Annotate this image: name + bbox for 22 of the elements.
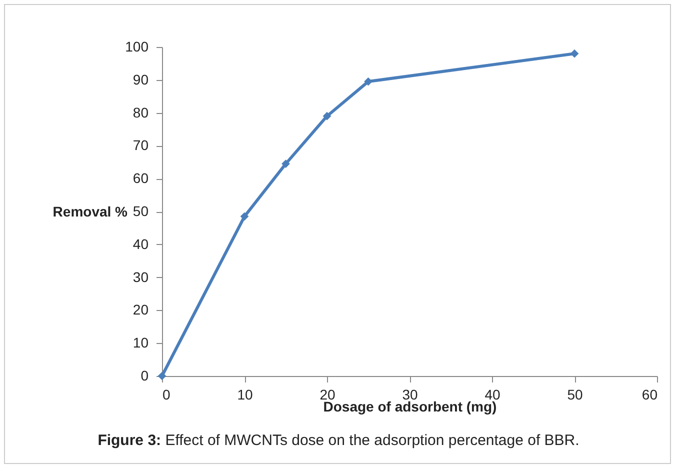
point <box>570 49 579 58</box>
caption: Figure 3: Effect of MWCNTs dose on the adsorption percentage of BBR. <box>96 432 580 449</box>
point <box>364 77 372 86</box>
y-tick-label: 90 <box>132 71 149 88</box>
y-tick-label: 0 <box>140 368 149 384</box>
point <box>282 160 290 168</box>
point <box>240 212 249 221</box>
y-axis-title: Removal % <box>52 204 128 220</box>
x-tick-label: 10 <box>237 386 253 402</box>
y-tick-label: 80 <box>132 104 149 120</box>
y-tick-label: 100 <box>125 38 149 54</box>
y-tick-label: 20 <box>132 302 149 318</box>
point <box>322 112 332 120</box>
y-tick-label: 60 <box>132 170 149 186</box>
y-tick-label: 30 <box>132 268 149 285</box>
y-tick-label: 10 <box>132 334 149 351</box>
x-tick-label: 60 <box>642 386 658 402</box>
x-tick-label: 0 <box>162 386 170 402</box>
x-tick-label: 50 <box>567 386 583 402</box>
y-tick-label: 50 <box>132 203 149 219</box>
y-tick-label: 70 <box>132 137 149 154</box>
y-tick-label: 40 <box>132 236 149 252</box>
